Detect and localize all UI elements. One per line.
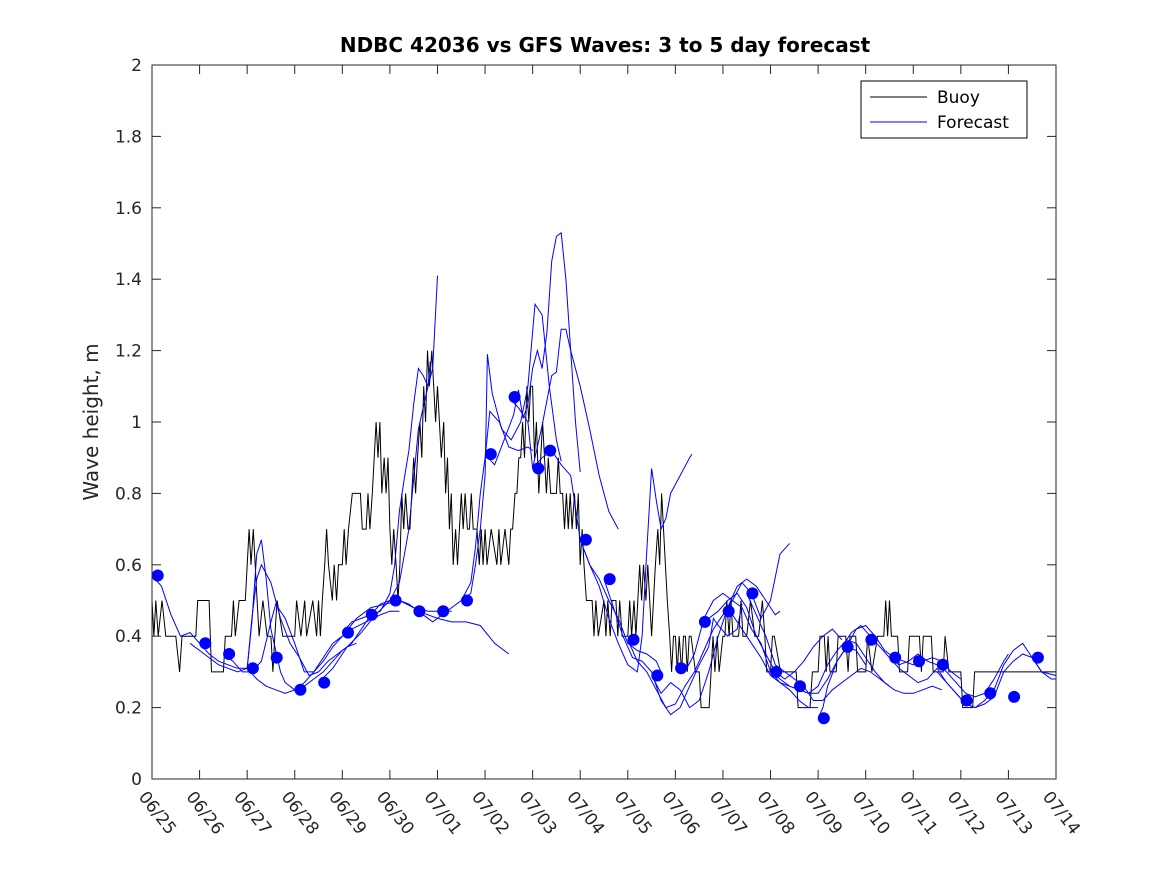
forecast-marker-22 (675, 662, 688, 675)
y-tick-label: 0 (131, 770, 142, 790)
forecast-marker-17 (544, 444, 557, 457)
forecast-marker-20 (627, 633, 640, 646)
forecast-line-14 (603, 578, 743, 716)
forecast-line-15 (627, 543, 790, 709)
chart-title: NDBC 42036 vs GFS Waves: 3 to 5 day fore… (340, 33, 871, 57)
forecast-line-8 (413, 410, 533, 623)
forecast-marker-8 (342, 626, 354, 639)
y-tick-label: 0.8 (115, 484, 142, 504)
buoy-line (151, 350, 1056, 709)
forecast-line-7 (341, 361, 431, 633)
forecast-marker-7 (318, 676, 331, 689)
forecast-marker-28 (817, 712, 830, 725)
forecast-marker-26 (770, 665, 783, 678)
forecast-line-1 (151, 539, 296, 691)
forecast-marker-31 (889, 651, 902, 664)
y-tick-label: 0.4 (115, 627, 142, 647)
forecast-line-20 (746, 593, 890, 701)
forecast-line-13 (579, 453, 693, 673)
forecast-line-12 (532, 449, 662, 673)
y-tick-label: 1.4 (115, 270, 142, 290)
forecast-marker-37 (1031, 651, 1044, 664)
forecast-line-10 (484, 231, 581, 473)
y-tick-label: 1.8 (115, 127, 142, 147)
forecast-marker-10 (389, 594, 402, 607)
legend-forecast-label: Forecast (937, 113, 1009, 133)
y-tick-label: 0.2 (115, 699, 142, 719)
forecast-marker-21 (651, 669, 664, 682)
forecast-marker-9 (365, 608, 378, 621)
forecast-marker-1 (151, 569, 164, 582)
forecast-marker-6 (294, 683, 307, 696)
forecast-line-25 (936, 653, 1056, 709)
plot-content (151, 231, 1057, 725)
y-tick-label: 0.6 (115, 556, 142, 576)
y-tick-label: 1.6 (115, 199, 142, 219)
forecast-line-17 (675, 592, 819, 709)
plot-area (152, 65, 1056, 779)
forecast-marker-18 (579, 533, 592, 546)
forecast-marker-30 (865, 633, 878, 646)
forecast-marker-5 (270, 651, 283, 664)
forecast-line-18 (699, 592, 843, 680)
y-tick-label: 2 (131, 56, 142, 76)
forecast-marker-35 (984, 687, 997, 700)
forecast-marker-19 (603, 573, 616, 586)
legend-box (860, 80, 1028, 139)
forecast-marker-12 (437, 605, 450, 618)
forecast-marker-36 (1008, 690, 1021, 703)
forecast-marker-13 (461, 594, 473, 607)
forecast-marker-32 (913, 655, 925, 668)
y-tick-label: 1.2 (115, 342, 142, 362)
forecast-marker-34 (960, 694, 973, 707)
forecast-line-6 (318, 275, 438, 683)
forecast-marker-29 (841, 640, 854, 653)
forecast-marker-23 (698, 615, 711, 628)
forecast-line-16 (651, 578, 781, 709)
forecast-marker-2 (199, 637, 212, 650)
forecast-marker-25 (746, 587, 759, 600)
y-axis-label: Wave height, m (79, 343, 103, 500)
legend: Buoy Forecast (860, 80, 1028, 139)
forecast-marker-11 (413, 605, 426, 618)
forecast-line-11 (508, 328, 619, 530)
forecast-marker-15 (508, 391, 521, 403)
forecast-marker-27 (794, 680, 806, 693)
forecast-marker-16 (532, 462, 545, 475)
forecast-marker-4 (246, 662, 259, 675)
y-tick-label: 1 (131, 413, 142, 433)
forecast-line-22 (817, 624, 962, 719)
forecast-marker-33 (936, 658, 949, 671)
forecast-marker-3 (223, 648, 236, 660)
forecast-marker-24 (722, 605, 735, 618)
legend-buoy-label: Buoy (937, 88, 980, 108)
forecast-marker-14 (484, 448, 497, 461)
forecast-line-2 (189, 563, 357, 677)
